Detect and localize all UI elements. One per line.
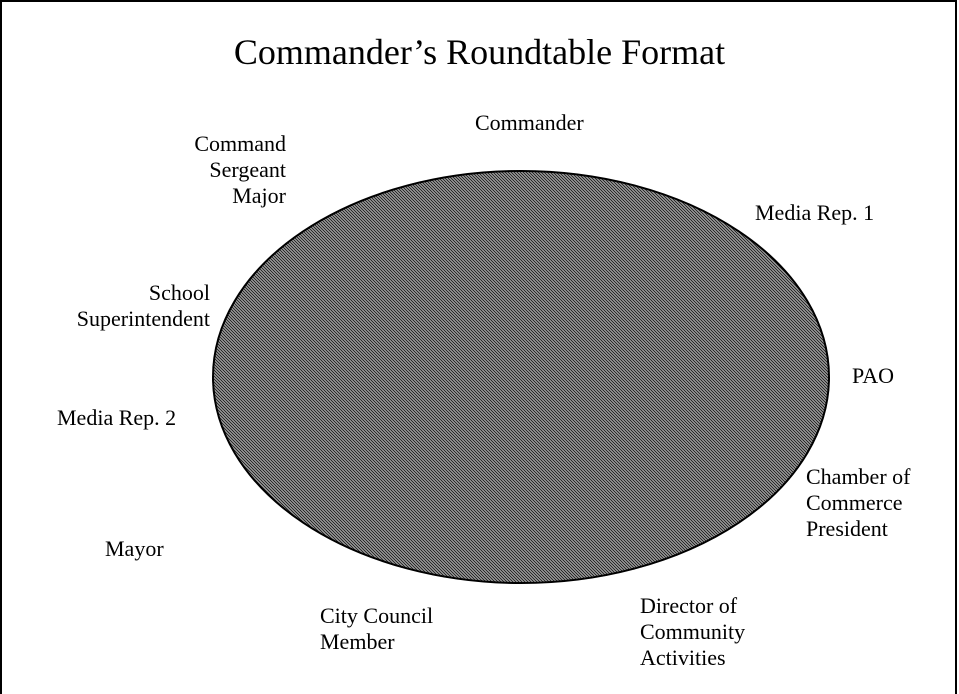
seat-label-line: PAO bbox=[852, 363, 894, 388]
seat-label-line: Member bbox=[320, 629, 395, 654]
seat-label-line: Mayor bbox=[105, 536, 164, 561]
seat-city-council-member: City Council Member bbox=[320, 603, 433, 655]
seat-director-of-community-activities: Director of Community Activities bbox=[640, 593, 745, 671]
roundtable-ellipse bbox=[212, 170, 830, 584]
seat-commander: Commander bbox=[475, 110, 584, 136]
seat-label-line: Major bbox=[232, 183, 286, 208]
seat-label-line: Media Rep. 2 bbox=[57, 405, 177, 430]
seat-label-line: Commander bbox=[475, 110, 584, 135]
seat-chamber-of-commerce-president: Chamber of Commerce President bbox=[806, 464, 910, 542]
seat-label-line: Commerce bbox=[806, 490, 903, 515]
seat-label-line: Activities bbox=[640, 645, 726, 670]
seat-mayor: Mayor bbox=[105, 536, 164, 562]
seat-label-line: Media Rep. 1 bbox=[755, 200, 875, 225]
seat-label-line: School bbox=[148, 280, 210, 305]
seat-school-superintendent: School Superintendent bbox=[77, 280, 210, 332]
seat-label-line: Chamber of bbox=[806, 464, 911, 489]
seat-media-rep-2: Media Rep. 2 bbox=[57, 405, 176, 431]
seat-pao: PAO bbox=[852, 363, 894, 389]
seat-label-line: Director of bbox=[640, 593, 738, 618]
seat-media-rep-1: Media Rep. 1 bbox=[755, 200, 874, 226]
diagram-title: Commander’s Roundtable Format bbox=[233, 32, 726, 72]
seat-command-sergeant-major: Command Sergeant Major bbox=[194, 131, 286, 209]
seat-label-line: President bbox=[806, 516, 888, 541]
seat-label-line: Command bbox=[194, 131, 286, 156]
seat-label-line: Superintendent bbox=[76, 306, 210, 331]
seat-label-line: Sergeant bbox=[209, 157, 286, 182]
seat-label-line: City Council bbox=[320, 603, 434, 628]
seat-label-line: Community bbox=[640, 619, 746, 644]
